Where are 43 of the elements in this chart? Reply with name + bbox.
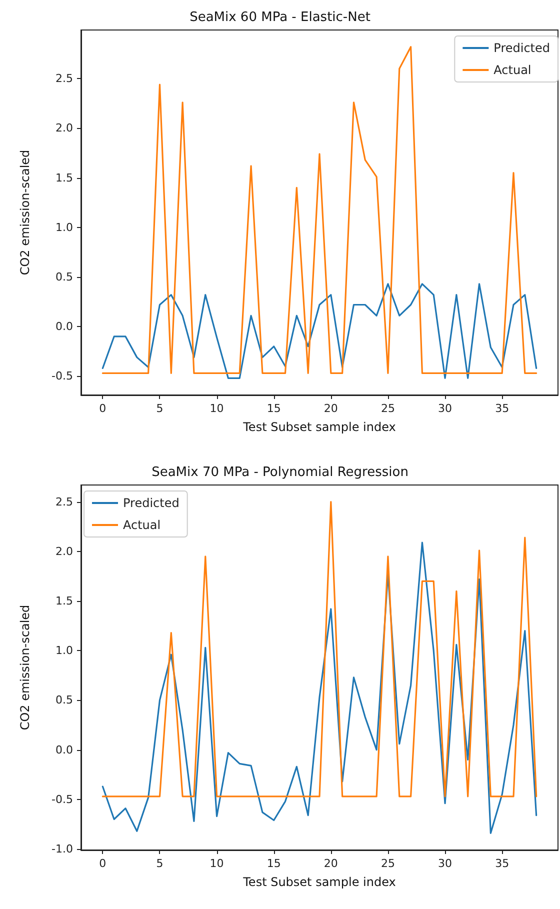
x-tick-label: 20 xyxy=(324,857,338,870)
legend-label: Predicted xyxy=(123,496,180,510)
y-tick-label: 0.5 xyxy=(56,270,73,284)
y-tick-label: -0.5 xyxy=(52,370,73,383)
y-tick-label: 1.5 xyxy=(56,171,73,184)
y-tick-label: 2.5 xyxy=(56,495,73,508)
y-tick-label: 2.5 xyxy=(56,72,73,86)
y-tick-label: 0.0 xyxy=(56,743,73,756)
x-tick-label: 20 xyxy=(324,402,338,415)
y-tick-label: 1.0 xyxy=(56,644,73,658)
y-tick-label: -0.5 xyxy=(52,792,73,806)
x-tick-label: 15 xyxy=(266,857,281,870)
y-tick-label: 2.0 xyxy=(56,544,73,558)
x-tick-label: 35 xyxy=(495,857,510,870)
x-tick-label: 15 xyxy=(266,402,281,415)
y-tick-label: -1.0 xyxy=(52,842,73,856)
x-tick-label: 0 xyxy=(99,402,106,415)
x-tick-label: 25 xyxy=(380,857,395,870)
line-series xyxy=(102,283,538,379)
y-tick-label: 2.0 xyxy=(56,122,73,135)
legend-label: Actual xyxy=(123,518,161,532)
x-tick-label: 5 xyxy=(156,857,164,870)
line-series xyxy=(102,542,538,834)
y-tick-label: 0.0 xyxy=(56,320,73,334)
x-tick-label: 30 xyxy=(438,857,452,870)
x-tick-label: 35 xyxy=(495,402,510,415)
x-tick-label: 10 xyxy=(210,402,224,415)
y-axis-title: CO2 emission-scaled xyxy=(18,150,32,276)
y-tick-label: 1.0 xyxy=(56,220,73,234)
legend-label: Actual xyxy=(494,63,532,77)
y-tick-label: 0.5 xyxy=(56,694,73,707)
x-tick-label: 30 xyxy=(438,402,452,415)
legend-label: Predicted xyxy=(494,41,550,55)
y-axis-title: CO2 emission-scaled xyxy=(18,604,32,730)
x-tick-label: 25 xyxy=(380,402,395,415)
x-tick-label: 5 xyxy=(156,402,164,415)
x-axis-title: Test Subset sample index xyxy=(242,420,396,434)
chart-title: SeaMix 70 MPa - Polynomial Regression xyxy=(152,465,408,480)
x-tick-label: 10 xyxy=(210,857,224,870)
x-axis-title: Test Subset sample index xyxy=(242,875,396,889)
x-tick-label: 0 xyxy=(99,857,106,870)
y-tick-label: 1.5 xyxy=(56,594,73,608)
chart-title: SeaMix 60 MPa - Elastic-Net xyxy=(190,10,370,25)
